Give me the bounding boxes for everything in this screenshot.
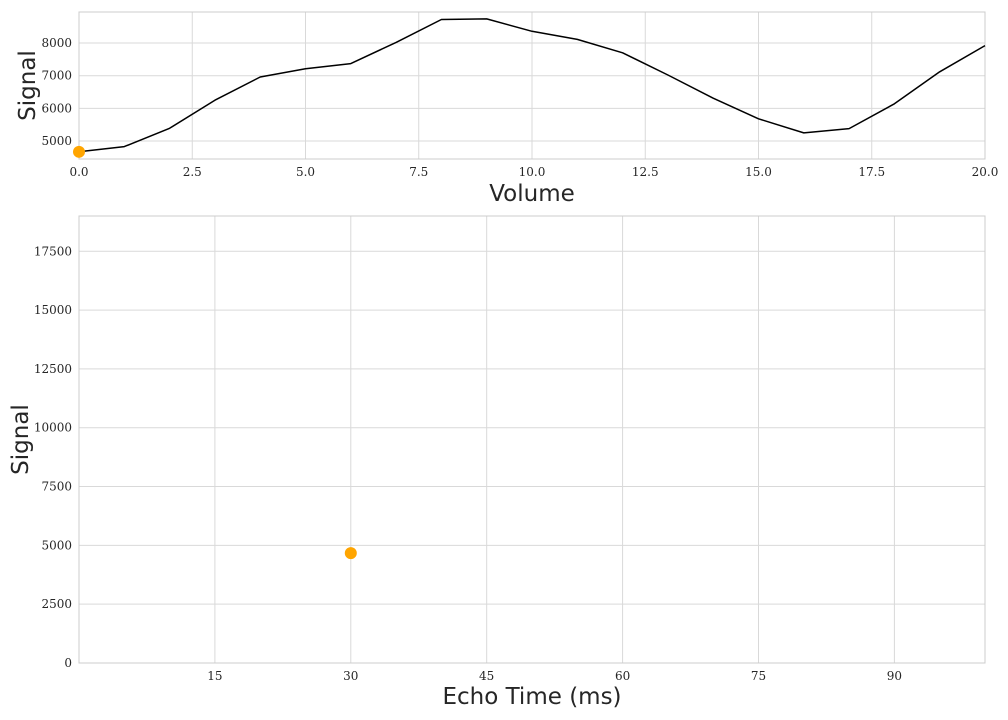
data-point bbox=[344, 547, 357, 560]
x-tick-label: 90 bbox=[887, 669, 902, 683]
y-axis-label: Signal bbox=[15, 50, 41, 121]
signal-vs-volume-plot: 0.0 2.5 5.0 7.5 10.0 12.5 15.0 17.5 20.0 5000 6000… bbox=[15, 11, 999, 207]
y-tick-label: 7000 bbox=[41, 69, 72, 83]
x-tick-label: 0.0 bbox=[69, 165, 88, 179]
x-axis-label: Echo Time (ms) bbox=[442, 684, 621, 710]
y-tick-label: 8000 bbox=[41, 36, 72, 50]
y-tick-label: 5000 bbox=[41, 134, 72, 148]
x-tick-label: 15 bbox=[207, 669, 222, 683]
y-tick-label: 5000 bbox=[41, 538, 72, 552]
x-tick-label: 7.5 bbox=[409, 165, 428, 179]
signal-series-line bbox=[78, 18, 986, 153]
x-tick-label: 45 bbox=[479, 669, 494, 683]
x-tick-label: 30 bbox=[343, 669, 358, 683]
y-tick-label: 6000 bbox=[41, 101, 72, 115]
y-tick-label: 12500 bbox=[34, 362, 72, 376]
plot-frame bbox=[78, 11, 986, 160]
plot-frame bbox=[78, 215, 986, 664]
y-tick-label: 10000 bbox=[34, 421, 72, 435]
current-volume-marker bbox=[73, 145, 85, 158]
x-tick-label: 5.0 bbox=[296, 165, 315, 179]
x-tick-label: 10.0 bbox=[519, 165, 546, 179]
y-axis-label: Signal bbox=[8, 404, 34, 475]
y-tick-label: 2500 bbox=[41, 597, 72, 611]
x-tick-label: 2.5 bbox=[183, 165, 202, 179]
x-tick-label: 20.0 bbox=[972, 165, 999, 179]
x-tick-label: 17.5 bbox=[858, 165, 885, 179]
y-tick-label: 7500 bbox=[41, 480, 72, 494]
x-axis-label: Volume bbox=[489, 181, 575, 207]
x-tick-label: 75 bbox=[751, 669, 766, 683]
y-tick-label: 15000 bbox=[34, 303, 72, 317]
signal-vs-echo-time-plot: 15 30 45 60 75 90 0 2500 5000 7500 10000 12500 15000… bbox=[8, 215, 986, 710]
x-tick-label: 60 bbox=[615, 669, 630, 683]
y-tick-label: 17500 bbox=[34, 244, 72, 258]
x-tick-label: 15.0 bbox=[745, 165, 772, 179]
y-tick-label: 0 bbox=[64, 656, 72, 670]
x-tick-label: 12.5 bbox=[632, 165, 659, 179]
